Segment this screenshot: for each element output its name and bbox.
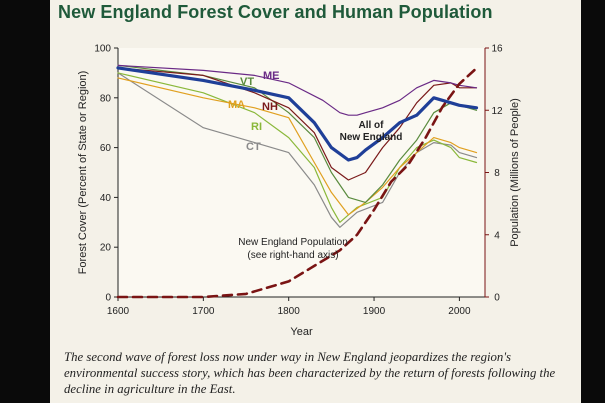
series-label-nh: NH: [262, 101, 278, 113]
series-label-ct: CT: [246, 141, 261, 153]
series-label-ri: RI: [251, 121, 262, 133]
y-tick-label: 40: [100, 193, 112, 204]
series-label-population-line2: (see right-hand axis): [247, 250, 338, 261]
right-border: [581, 0, 605, 403]
y-tick-label: 60: [100, 143, 112, 154]
series-line-me: [117, 64, 478, 116]
series-label-vt: VT: [240, 76, 254, 88]
series-label-ma: MA: [228, 99, 245, 111]
x-tick-label: 2000: [448, 306, 471, 317]
figure-caption: The second wave of forest loss now under…: [64, 350, 556, 396]
y-tick-label: 0: [105, 293, 111, 304]
series-line-new-england-population: [116, 66, 478, 299]
y2-tick-label: 12: [491, 106, 503, 117]
x-axis-label: Year: [290, 326, 313, 338]
y-tick-label: 100: [94, 44, 111, 55]
y-tick-label: 20: [100, 243, 112, 254]
series-line-ct: [117, 72, 478, 228]
series-line-ri: [117, 72, 478, 223]
x-tick-label: 1900: [363, 306, 386, 317]
x-tick-label: 1800: [278, 306, 301, 317]
y2-tick-label: 8: [494, 168, 500, 179]
series-label-all-line1: All of: [359, 120, 385, 131]
x-tick-label: 1600: [107, 306, 130, 317]
y2-tick-label: 0: [494, 293, 500, 304]
series-line-nh: [117, 67, 478, 181]
y2-axis-label: Population (Millions of People): [509, 98, 521, 247]
series-label-me: ME: [263, 70, 280, 82]
left-border: [0, 0, 50, 403]
y2-tick-label: 4: [494, 230, 500, 241]
series-line-all-of-new-england: [116, 66, 479, 162]
x-tick-label: 1700: [192, 306, 215, 317]
y-tick-label: 80: [100, 93, 112, 104]
y-axis-label: Forest Cover (Percent of State or Region…: [77, 71, 89, 275]
chart-title: New England Forest Cover and Human Popul…: [58, 2, 493, 22]
series-label-all-line2: New England: [340, 132, 403, 143]
series-line-vt: [117, 64, 478, 203]
y2-tick-label: 16: [491, 44, 503, 55]
series-label-population-line1: New England Population: [238, 237, 348, 248]
